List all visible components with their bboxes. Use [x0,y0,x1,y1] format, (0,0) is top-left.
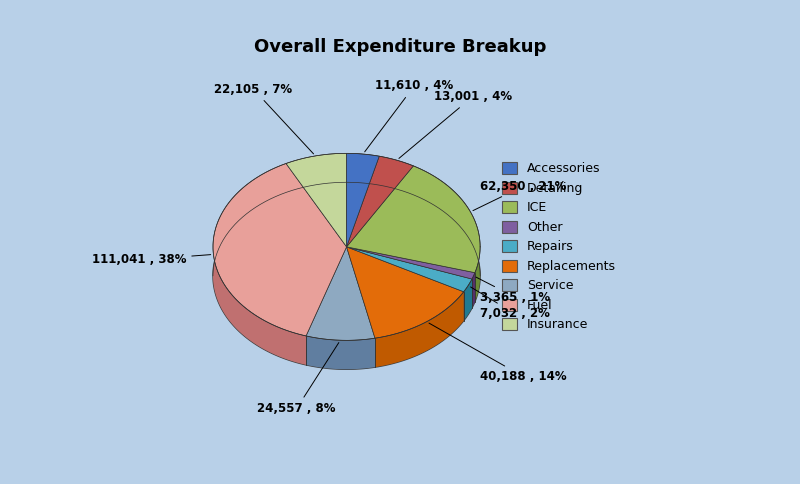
Legend: Accessories, Detailing, ICE, Other, Repairs, Replacements, Service, Fuel, Insura: Accessories, Detailing, ICE, Other, Repa… [502,162,616,332]
Polygon shape [379,156,414,195]
Polygon shape [286,153,346,247]
Polygon shape [346,153,379,185]
Polygon shape [346,153,379,247]
Text: 11,610 , 4%: 11,610 , 4% [365,79,454,152]
Polygon shape [306,336,375,369]
Text: 3,365 , 1%: 3,365 , 1% [476,277,550,303]
Polygon shape [213,182,480,369]
Text: Overall Expenditure Breakup: Overall Expenditure Breakup [254,38,546,56]
Text: 62,350 , 21%: 62,350 , 21% [473,180,566,211]
Polygon shape [346,156,414,247]
Text: 24,557 , 8%: 24,557 , 8% [258,343,339,415]
Text: 13,001 , 4%: 13,001 , 4% [399,90,512,158]
Polygon shape [346,247,472,292]
Polygon shape [414,166,480,302]
Text: 111,041 , 38%: 111,041 , 38% [92,254,210,267]
Text: 7,032 , 2%: 7,032 , 2% [470,287,550,320]
Text: 40,188 , 14%: 40,188 , 14% [429,323,566,383]
Polygon shape [472,272,475,308]
Polygon shape [346,166,480,272]
Text: 22,105 , 7%: 22,105 , 7% [214,83,314,154]
Polygon shape [375,292,464,367]
Polygon shape [286,153,346,193]
Polygon shape [213,164,306,365]
Polygon shape [346,247,475,279]
Polygon shape [213,164,346,336]
Polygon shape [306,247,375,340]
Polygon shape [346,247,464,338]
Polygon shape [464,279,472,321]
